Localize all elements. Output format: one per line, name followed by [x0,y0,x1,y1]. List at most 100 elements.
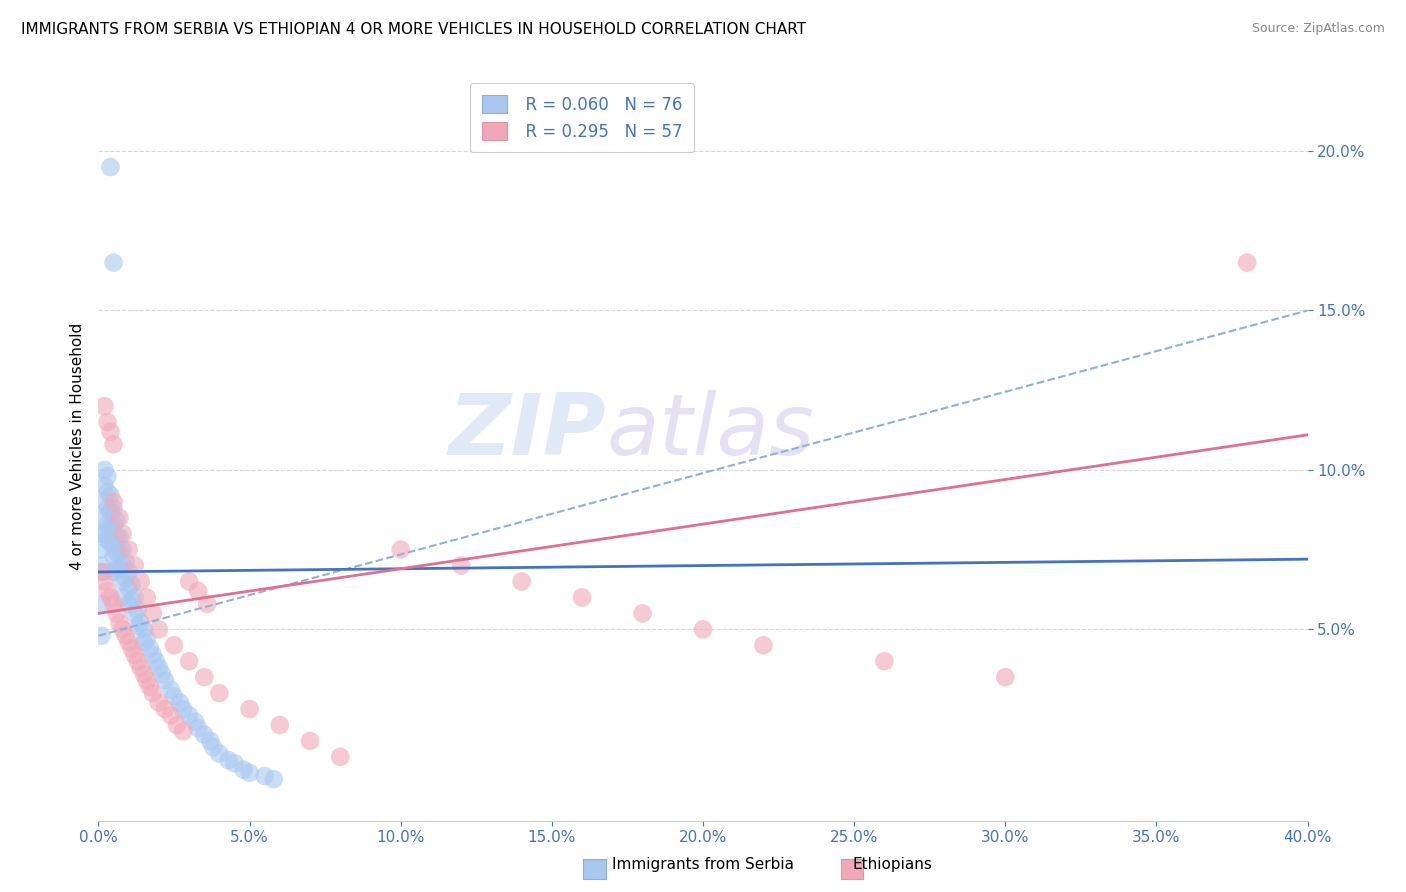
Point [129,574,152,589]
Point [193,727,215,741]
Point [108,615,131,630]
Point [142,686,165,700]
Point [103,565,125,579]
Text: ZIP: ZIP [449,390,606,473]
Point [299,734,322,748]
Point [132,667,155,681]
Point [135,673,157,688]
Point [139,641,162,656]
Point [105,530,128,544]
Text: IMMIGRANTS FROM SERBIA VS ETHIOPIAN 4 OR MORE VEHICLES IN HOUSEHOLD CORRELATION : IMMIGRANTS FROM SERBIA VS ETHIOPIAN 4 OR… [21,22,806,37]
Point [160,682,183,697]
Point [692,623,714,637]
Point [118,565,141,579]
Point [129,615,152,630]
Point [153,673,176,688]
Point [263,772,285,787]
Point [631,607,654,621]
Y-axis label: 4 or more Vehicles in Household: 4 or more Vehicles in Household [69,322,84,570]
Point [208,686,231,700]
Point [90,597,112,611]
Point [127,619,149,633]
Point [96,584,118,599]
Point [208,747,231,761]
Point [96,517,118,532]
Text: Ethiopians: Ethiopians [853,857,932,872]
Point [108,530,131,544]
Point [105,546,128,560]
Point [108,510,131,524]
Point [114,571,136,585]
Point [121,577,143,591]
Point [105,562,128,576]
Point [111,591,134,605]
Point [163,690,186,704]
Point [193,670,215,684]
Point [105,607,128,621]
Point [132,623,155,637]
Point [187,584,209,599]
Point [100,160,122,174]
Point [100,591,122,605]
Point [169,696,191,710]
Point [90,629,112,643]
Point [224,756,246,771]
Point [103,549,125,563]
Point [103,517,125,532]
Point [93,399,115,413]
Point [163,638,186,652]
Point [100,425,122,439]
Point [179,574,201,589]
Point [148,660,170,674]
Point [124,648,146,662]
Point [103,501,125,516]
Point [127,654,149,668]
Point [114,555,136,569]
Point [100,520,122,534]
Point [184,714,207,729]
Point [450,558,472,573]
Point [217,753,239,767]
Point [100,536,122,550]
Point [93,479,115,493]
Point [121,593,143,607]
Point [93,463,115,477]
Point [127,603,149,617]
Point [148,623,170,637]
Point [93,565,115,579]
Point [135,632,157,646]
Point [166,718,188,732]
Point [253,769,276,783]
Point [96,469,118,483]
Point [124,591,146,605]
Point [132,635,155,649]
Point [129,660,152,674]
Point [179,654,201,668]
Point [90,558,112,573]
Point [96,415,118,429]
Text: Source: ZipAtlas.com: Source: ZipAtlas.com [1251,22,1385,36]
Point [195,597,218,611]
Point [118,542,141,557]
Point [111,574,134,589]
Point [145,654,167,668]
Point [90,565,112,579]
Point [93,510,115,524]
Point [108,546,131,560]
Point [103,597,125,611]
Point [510,574,533,589]
Point [100,488,122,502]
Point [239,702,262,716]
Point [96,501,118,516]
Point [100,504,122,518]
Point [329,750,352,764]
Point [202,740,225,755]
Point [96,485,118,500]
Point [142,648,165,662]
Point [160,708,183,723]
Point [153,702,176,716]
Point [93,574,115,589]
Point [114,629,136,643]
Point [269,718,291,732]
Point [172,702,194,716]
